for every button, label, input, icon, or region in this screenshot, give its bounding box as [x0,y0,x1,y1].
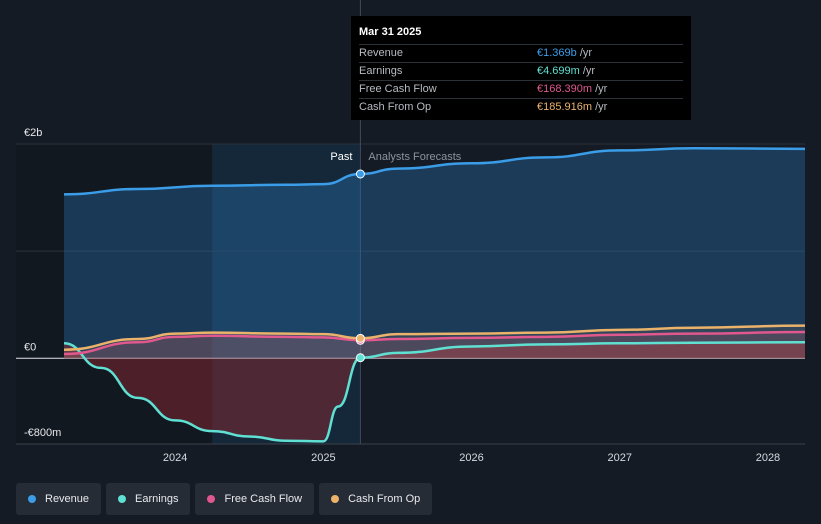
cash-from-op-marker [355,333,365,343]
series-lines [63,147,806,443]
legend-dot-icon [28,495,36,503]
tooltip-row-earnings: Earnings €4.699m /yr [359,62,683,80]
tooltip-value: €4.699m /yr [537,65,596,77]
x-tick-label: 2025 [311,452,335,464]
x-tick-label: 2028 [756,452,780,464]
legend-label: Revenue [45,493,90,505]
earnings-marker [355,353,365,363]
revenue-marker [355,169,365,179]
tooltip-value: €1.369b /yr [537,47,593,59]
chart-labels: €2b €0 -€800m 2024 2025 2026 2027 2028 Past Analy… [24,127,780,464]
legend-dot-icon [207,495,216,503]
revenue-area [64,148,805,359]
earnings-area [64,342,805,442]
x-tick-label: 2027 [608,452,632,464]
legend: Revenue Earnings Free Cash Flow Cash Fro… [16,483,433,515]
legend-item-cash-from-op[interactable]: Cash From Op [319,483,433,515]
x-tick-label: 2024 [163,452,187,464]
tooltip-value: €168.390m /yr [537,83,608,95]
legend-item-revenue[interactable]: Revenue [16,483,102,515]
highlight-zone [212,144,361,444]
legend-label: Free Cash Flow [224,493,303,505]
past-label: Past [330,151,352,163]
legend-dot-icon [118,495,127,503]
earnings-line [63,340,806,443]
legend-item-free-cash-flow[interactable]: Free Cash Flow [195,483,315,515]
revenue-line [63,147,806,196]
tooltip-row-free-cash-flow: Free Cash Flow €168.390m /yr [359,80,683,98]
free-cash-flow-area [64,332,805,359]
hover-markers [355,169,365,363]
y-tick-label: €0 [24,341,36,353]
tooltip-date: Mar 31 2025 [359,26,422,38]
tooltip-label: Free Cash Flow [359,83,437,95]
y-tick-label: €2b [24,127,42,139]
cash-from-op-line [63,324,806,351]
tooltip-row-revenue: Revenue €1.369b /yr [359,44,683,62]
tooltip-value: €185.916m /yr [537,101,608,113]
y-tick-label: -€800m [24,427,61,439]
series-fills [64,148,805,442]
chart-background [16,144,361,444]
x-tick-label: 2026 [459,452,483,464]
legend-dot-icon [331,495,340,503]
tooltip-label: Revenue [359,47,404,59]
chart-canvas: €2b €0 -€800m 2024 2025 2026 2027 2028 Past Analy… [16,0,806,464]
legend-label: Cash From Op [348,493,421,505]
tooltip-label: Cash From Op [359,101,432,113]
free-cash-flow-line [63,330,806,356]
tooltip-label: Earnings [359,65,403,77]
legend-item-earnings[interactable]: Earnings [106,483,191,515]
tooltip-row-cash-from-op: Cash From Op €185.916m /yr [359,98,683,116]
legend-label: Earnings [135,493,179,505]
tooltip: Mar 31 2025 Revenue €1.369b /yr Earnings… [351,16,691,120]
forecast-label: Analysts Forecasts [368,151,461,163]
